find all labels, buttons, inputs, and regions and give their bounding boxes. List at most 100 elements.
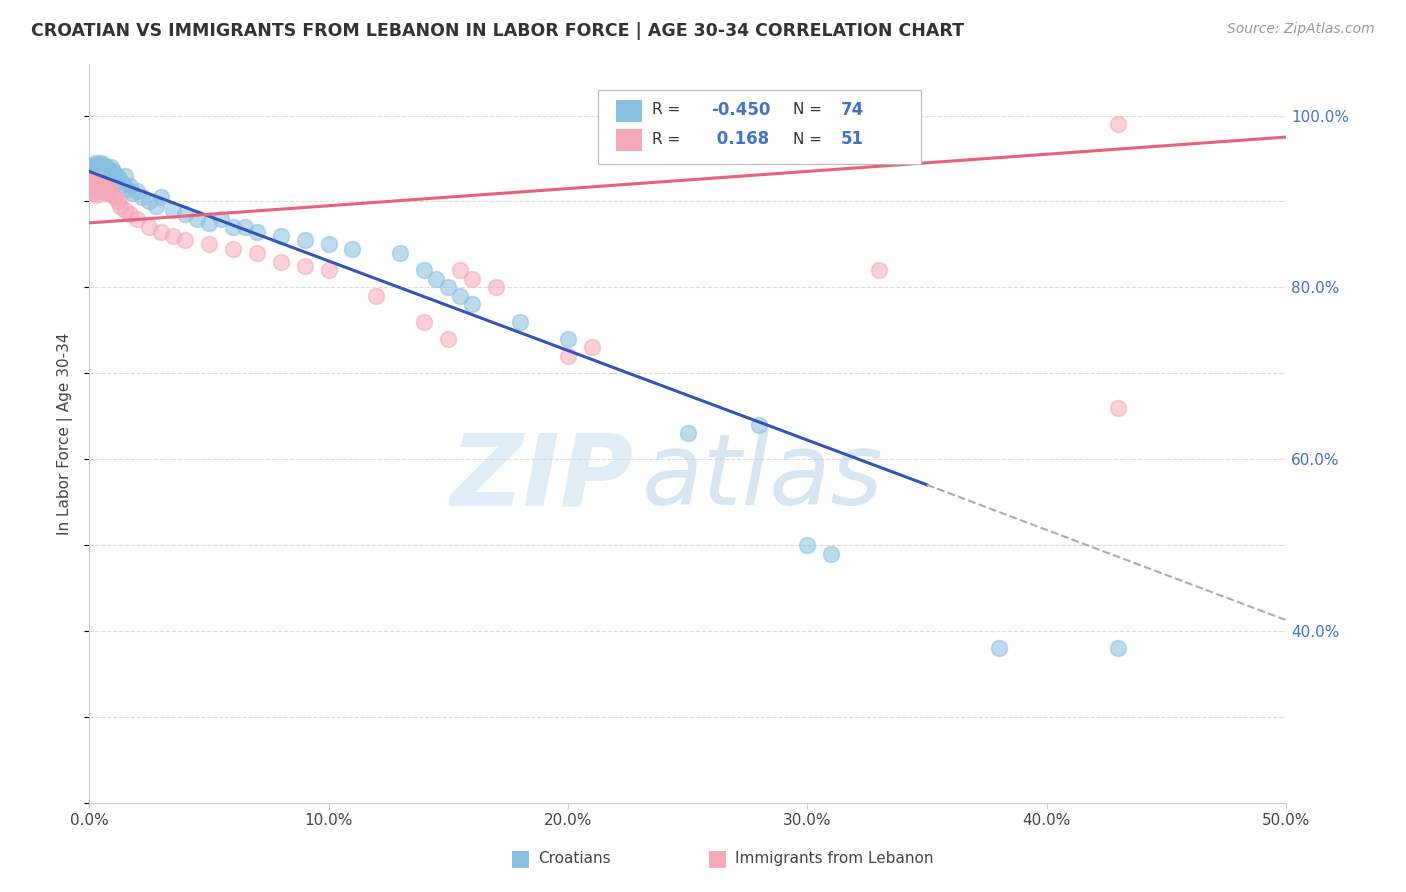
Point bbox=[318, 263, 340, 277]
Point bbox=[104, 167, 127, 181]
Point bbox=[100, 165, 122, 179]
Text: Croatians: Croatians bbox=[538, 851, 612, 865]
Point bbox=[83, 158, 105, 172]
Point bbox=[162, 228, 184, 243]
Point bbox=[868, 263, 890, 277]
Point bbox=[114, 202, 136, 217]
Text: CROATIAN VS IMMIGRANTS FROM LEBANON IN LABOR FORCE | AGE 30-34 CORRELATION CHART: CROATIAN VS IMMIGRANTS FROM LEBANON IN L… bbox=[31, 22, 965, 40]
Point bbox=[93, 158, 115, 172]
Point bbox=[389, 246, 412, 260]
Text: 74: 74 bbox=[841, 101, 865, 119]
Point bbox=[83, 167, 105, 181]
Point bbox=[149, 225, 172, 239]
Point bbox=[107, 170, 129, 185]
Text: ■: ■ bbox=[510, 848, 530, 868]
Point bbox=[1107, 401, 1129, 415]
Point bbox=[90, 156, 112, 170]
Point bbox=[86, 173, 108, 187]
Point bbox=[138, 194, 160, 209]
Point bbox=[425, 271, 447, 285]
Point bbox=[80, 160, 103, 174]
Point bbox=[796, 538, 818, 552]
Point bbox=[97, 161, 120, 176]
Point bbox=[114, 169, 136, 183]
Point bbox=[461, 271, 484, 285]
Point bbox=[198, 216, 221, 230]
Point bbox=[97, 180, 120, 194]
Point bbox=[80, 186, 103, 200]
Point bbox=[413, 315, 436, 329]
Point bbox=[83, 186, 105, 200]
Point bbox=[557, 349, 579, 363]
Point bbox=[83, 161, 105, 176]
Point bbox=[449, 263, 471, 277]
Point bbox=[101, 187, 124, 202]
Point bbox=[820, 547, 842, 561]
Point bbox=[86, 169, 108, 183]
Point bbox=[461, 297, 484, 311]
Point bbox=[222, 220, 245, 235]
FancyBboxPatch shape bbox=[598, 90, 921, 164]
Point bbox=[90, 170, 112, 185]
Text: ZIP: ZIP bbox=[451, 429, 634, 526]
Point bbox=[366, 289, 388, 303]
Point bbox=[83, 176, 105, 190]
Point bbox=[80, 181, 103, 195]
Point bbox=[80, 173, 103, 187]
Point bbox=[222, 242, 245, 256]
Point bbox=[87, 184, 110, 198]
Point bbox=[437, 332, 460, 346]
Point bbox=[1107, 117, 1129, 131]
Point bbox=[90, 182, 112, 196]
Point bbox=[149, 190, 172, 204]
Point bbox=[80, 164, 103, 178]
Text: N =: N = bbox=[793, 132, 823, 147]
Text: atlas: atlas bbox=[643, 429, 884, 526]
Point bbox=[86, 156, 108, 170]
Point bbox=[174, 207, 197, 221]
Point bbox=[186, 211, 208, 226]
Point bbox=[86, 164, 108, 178]
Point bbox=[246, 246, 269, 260]
Text: 0.168: 0.168 bbox=[711, 130, 769, 148]
Point bbox=[87, 176, 110, 190]
Point bbox=[437, 280, 460, 294]
Point bbox=[318, 237, 340, 252]
Point bbox=[100, 160, 122, 174]
Point bbox=[87, 162, 110, 177]
Point bbox=[80, 169, 103, 183]
Point bbox=[94, 164, 117, 178]
Point bbox=[131, 190, 153, 204]
Text: R =: R = bbox=[651, 132, 681, 147]
Y-axis label: In Labor Force | Age 30-34: In Labor Force | Age 30-34 bbox=[58, 332, 73, 534]
Point bbox=[138, 220, 160, 235]
Point bbox=[449, 289, 471, 303]
Point bbox=[174, 233, 197, 247]
Point bbox=[125, 211, 148, 226]
Point bbox=[107, 194, 129, 209]
Point bbox=[93, 163, 115, 178]
Point bbox=[104, 190, 127, 204]
Point bbox=[557, 332, 579, 346]
Point bbox=[87, 167, 110, 181]
Point bbox=[342, 242, 364, 256]
Point bbox=[86, 178, 108, 192]
Point bbox=[748, 417, 770, 432]
Point bbox=[485, 280, 508, 294]
Point bbox=[118, 179, 141, 194]
Point bbox=[94, 170, 117, 185]
Point bbox=[111, 178, 134, 192]
Point bbox=[110, 173, 132, 187]
Point bbox=[87, 158, 110, 172]
Point bbox=[94, 160, 117, 174]
Point bbox=[198, 237, 221, 252]
Point bbox=[87, 171, 110, 186]
Text: N =: N = bbox=[793, 103, 823, 118]
Point bbox=[94, 186, 117, 200]
Point bbox=[97, 167, 120, 181]
Point bbox=[86, 178, 108, 192]
Text: ■: ■ bbox=[707, 848, 727, 868]
Point bbox=[90, 164, 112, 178]
Point bbox=[93, 169, 115, 183]
Point bbox=[83, 170, 105, 185]
